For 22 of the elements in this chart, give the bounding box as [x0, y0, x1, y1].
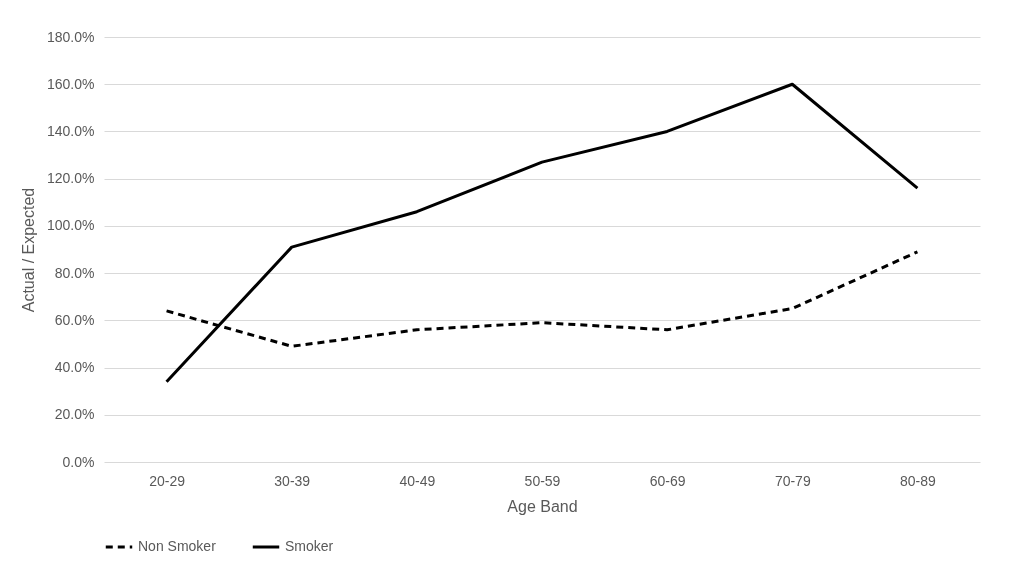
- x-tick-label: 40-49: [399, 472, 436, 489]
- legend-label: Smoker: [285, 538, 334, 554]
- x-tick-label: 20-29: [149, 472, 186, 489]
- x-tick-label: 50-59: [524, 472, 561, 489]
- y-tick-label: 180.0%: [47, 28, 95, 45]
- x-tick-label: 70-79: [774, 472, 811, 489]
- legend-label: Non Smoker: [138, 538, 217, 554]
- y-tick-label: 120.0%: [47, 170, 95, 187]
- y-tick-label: 80.0%: [54, 264, 95, 281]
- x-tick-label: 60-69: [649, 472, 686, 489]
- y-tick-label: 140.0%: [47, 122, 95, 139]
- y-tick-label: 60.0%: [54, 311, 95, 328]
- y-tick-label: 40.0%: [54, 359, 95, 376]
- line-series: [165, 82, 919, 384]
- x-axis-title: Age Band: [507, 497, 578, 515]
- y-axis-title: Actual / Expected: [20, 187, 38, 313]
- y-tick-label: 0.0%: [62, 453, 95, 470]
- y-tick-label: 160.0%: [47, 75, 95, 92]
- x-tick-label: 30-39: [274, 472, 311, 489]
- x-tick-label: 80-89: [900, 472, 937, 489]
- y-tick-label: 20.0%: [54, 406, 95, 423]
- y-tick-label: 100.0%: [47, 217, 95, 234]
